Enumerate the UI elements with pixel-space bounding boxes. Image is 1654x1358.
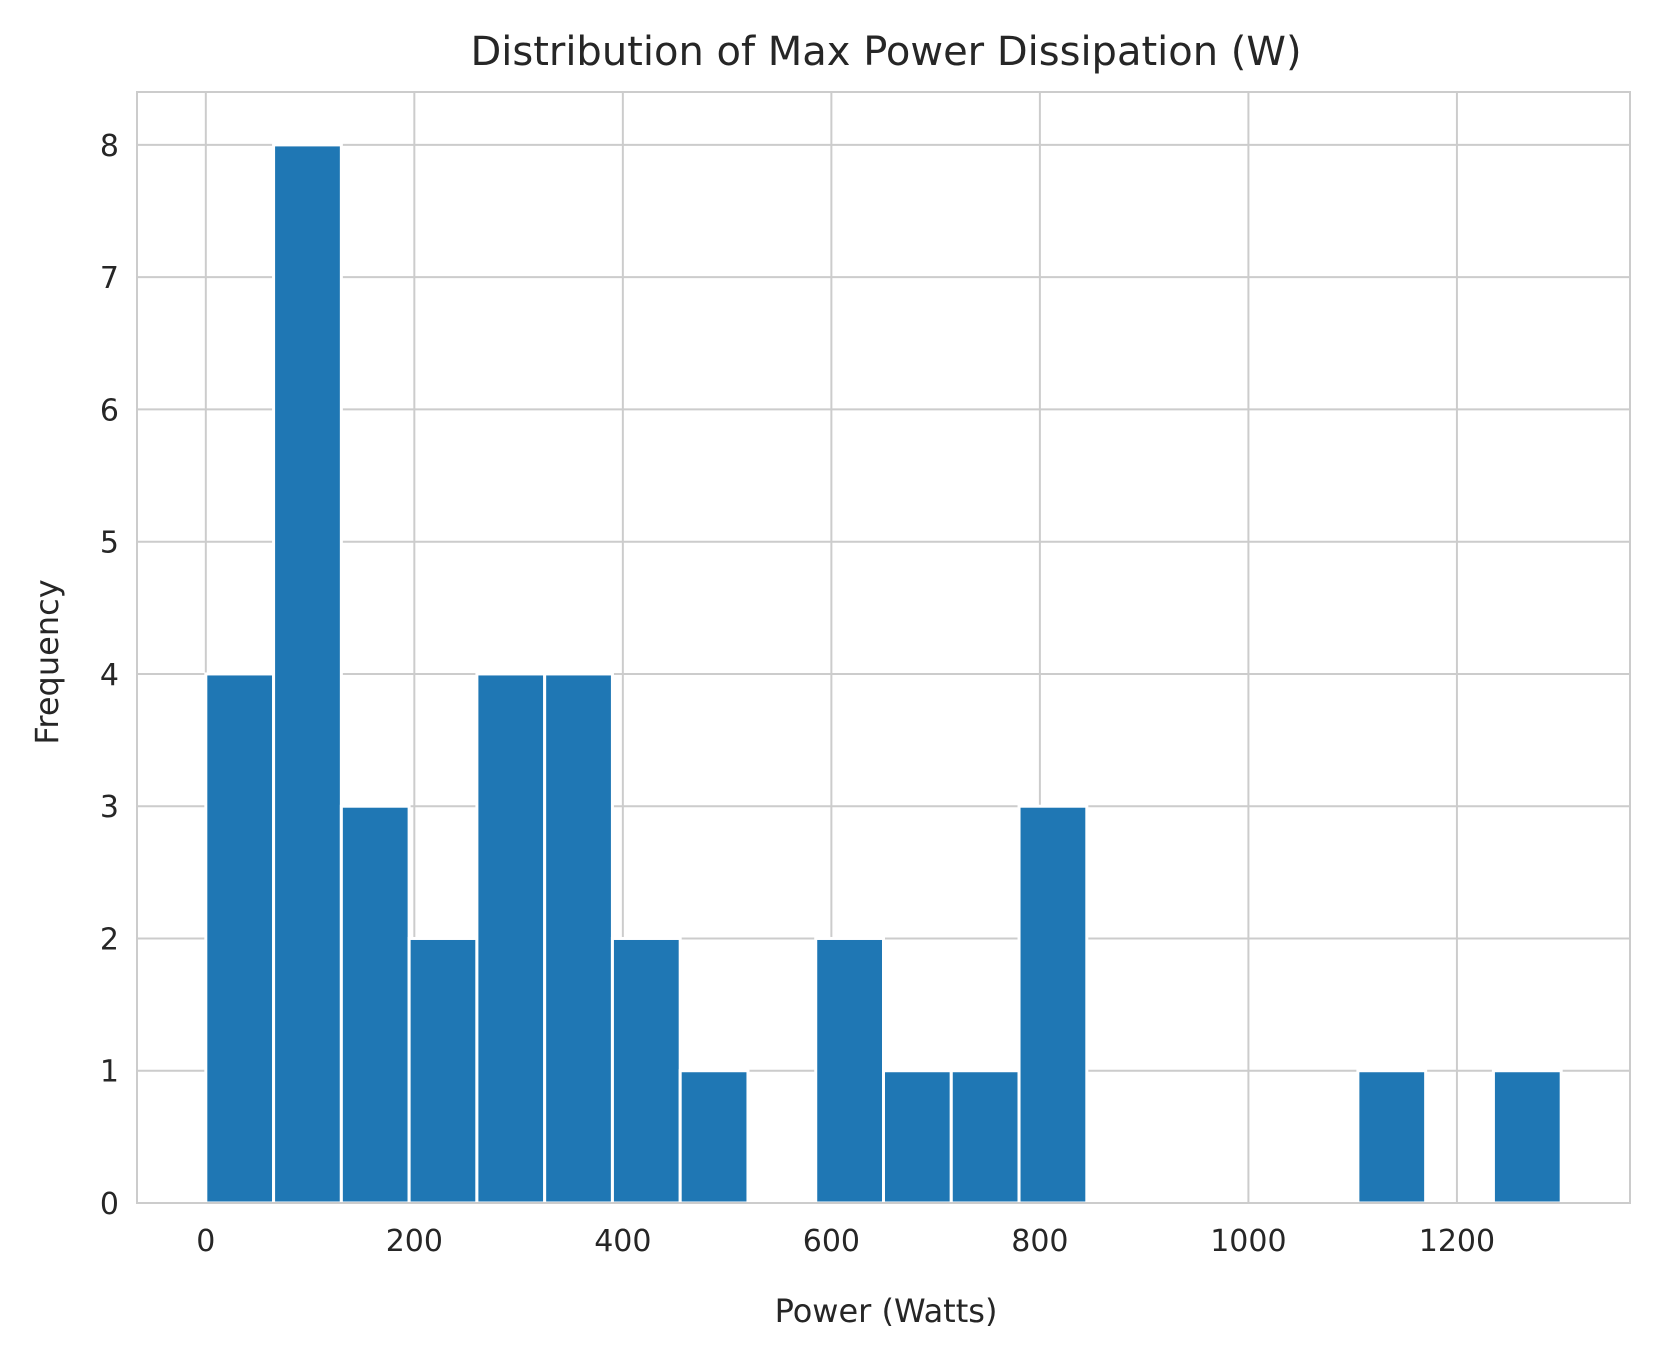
y-tick-label: 3	[100, 790, 119, 825]
histogram-bar	[814, 936, 885, 1205]
x-axis-label: Power (Watts)	[775, 1292, 998, 1330]
histogram-bar	[1356, 1069, 1428, 1205]
histogram-bar	[407, 936, 479, 1205]
y-axis-ticks: 0 1 2 3 4 5 6 7 8	[100, 129, 119, 1222]
plot-frame	[136, 91, 1631, 1204]
x-tick-label: 600	[803, 1224, 860, 1259]
histogram-bar	[678, 1069, 750, 1205]
histogram-bar	[1017, 804, 1089, 1205]
histogram-bar	[543, 672, 614, 1205]
y-tick-label: 6	[100, 393, 119, 428]
histogram-bar	[272, 143, 343, 1205]
histogram-bar	[949, 1069, 1021, 1205]
y-tick-label: 8	[100, 129, 119, 164]
histogram-bars	[204, 143, 1563, 1205]
x-axis-ticks: 0 200 400 600 800 1000 1200	[196, 1224, 1495, 1259]
y-tick-label: 7	[100, 261, 119, 296]
histogram-bar	[882, 1069, 953, 1205]
y-tick-label: 4	[100, 658, 119, 693]
x-tick-label: 1200	[1419, 1224, 1495, 1259]
x-tick-label: 800	[1011, 1224, 1068, 1259]
x-tick-label: 1000	[1210, 1224, 1286, 1259]
y-tick-label: 5	[100, 526, 119, 561]
y-tick-label: 1	[100, 1055, 119, 1090]
histogram-bar	[1491, 1069, 1563, 1205]
x-tick-label: 0	[196, 1224, 215, 1259]
x-tick-label: 400	[594, 1224, 651, 1259]
histogram-bar	[204, 672, 276, 1205]
y-tick-label: 0	[100, 1187, 119, 1222]
histogram-bar	[475, 672, 547, 1205]
chart-title: Distribution of Max Power Dissipation (W…	[470, 29, 1301, 75]
y-axis-label: Frequency	[28, 579, 66, 744]
y-tick-label: 2	[100, 922, 119, 957]
histogram-bar	[610, 936, 682, 1205]
x-tick-label: 200	[386, 1224, 443, 1259]
histogram-bar	[339, 804, 411, 1205]
